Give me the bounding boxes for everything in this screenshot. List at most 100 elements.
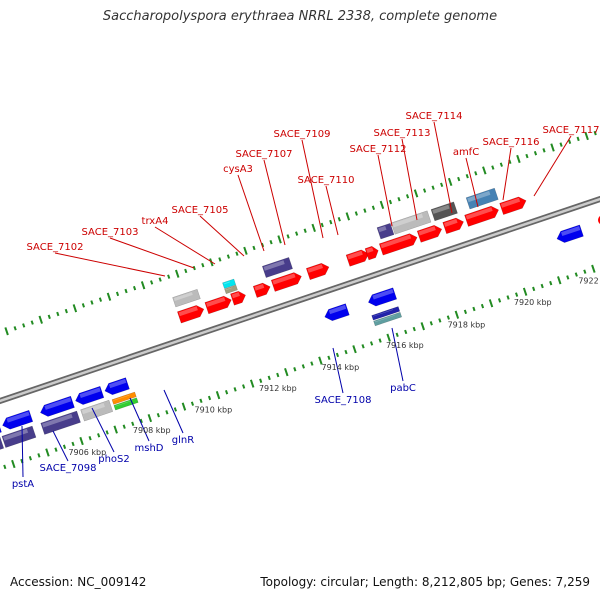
outer-ring-tick: [150, 280, 154, 285]
outer-ring-tick: [354, 211, 358, 216]
gene-label[interactable]: amfC: [453, 147, 479, 158]
outer-ring-tick: [47, 314, 51, 320]
reverse-gene: [556, 224, 584, 243]
pseudo-gene: [172, 288, 201, 308]
gene-label[interactable]: SACE_7116: [483, 137, 540, 148]
outer-ring-tick: [516, 154, 521, 164]
rna-gene: [0, 436, 5, 450]
outer-ring-tick: [568, 139, 572, 144]
gene-label[interactable]: SACE_7107: [236, 149, 293, 160]
reverse-gene-shape: [367, 287, 398, 307]
outer-ring-tick: [140, 281, 146, 290]
gene-label[interactable]: SACE_7112: [350, 144, 407, 155]
rna-gene-highlight: [41, 413, 73, 428]
rna-gene: [373, 311, 403, 327]
rna-gene-shape: [373, 311, 403, 327]
gene-label[interactable]: SACE_7108: [315, 395, 372, 406]
inner-ring-tick: [386, 333, 391, 342]
gene-label[interactable]: pstA: [12, 479, 34, 490]
gene-label[interactable]: SACE_7098: [40, 463, 97, 474]
forward-gene-shape: [364, 246, 379, 261]
forward-gene: [204, 295, 232, 315]
rna-gene: [40, 410, 81, 435]
forward-gene-highlight: [272, 273, 296, 285]
inner-ring-tick: [412, 326, 416, 332]
gene-label[interactable]: SACE_7117: [543, 125, 600, 136]
inner-ring-tick: [480, 303, 485, 309]
gene-label[interactable]: SACE_7110: [298, 175, 355, 186]
inner-ring-tick: [293, 367, 297, 372]
label-leader: [533, 135, 572, 197]
reverse-gene-shape: [324, 303, 350, 322]
label-leader: [52, 430, 69, 462]
gene-label[interactable]: SACE_7103: [82, 227, 139, 238]
inner-ring-tick: [249, 379, 255, 388]
accession-text: Accession: NC_009142: [10, 575, 147, 589]
inner-ring-tick: [276, 372, 280, 378]
rna-gene: [465, 187, 499, 210]
outer-ring-tick: [295, 231, 299, 236]
tick-label: 7922 kbp: [578, 276, 600, 285]
inner-ring-tick: [463, 309, 468, 315]
tick-label: 7920 kbp: [514, 298, 552, 307]
gene-label[interactable]: mshD: [135, 443, 164, 454]
rna-gene-shape: [113, 397, 139, 411]
gene-label[interactable]: SACE_7105: [172, 205, 229, 216]
outer-ring-tick: [22, 323, 26, 328]
gene-label[interactable]: glnR: [172, 435, 194, 446]
gene-label[interactable]: trxA4: [142, 216, 169, 227]
gene-label[interactable]: SACE_7113: [374, 128, 431, 139]
forward-gene: [345, 249, 370, 267]
pseudo-gene: [430, 201, 458, 222]
label-leader: [325, 185, 339, 236]
forward-gene-shape: [230, 290, 246, 306]
gene-label[interactable]: pabC: [390, 383, 416, 394]
label-leader: [502, 147, 512, 201]
label-leader: [391, 327, 404, 382]
gene-label[interactable]: cysA3: [223, 164, 253, 175]
gene-label[interactable]: SACE_7109: [274, 129, 331, 140]
outer-ring-tick: [337, 217, 341, 222]
inner-ring-tick: [122, 424, 126, 429]
inner-ring-tick: [181, 402, 187, 411]
rna-gene-highlight: [225, 287, 232, 291]
reverse-gene-highlight: [372, 288, 394, 300]
gene-label[interactable]: SACE_7102: [27, 242, 84, 253]
inner-ring-tick: [540, 283, 544, 289]
reverse-gene-shape: [104, 377, 130, 396]
gene-label[interactable]: SACE_7114: [406, 111, 463, 122]
forward-gene-highlight: [366, 247, 374, 254]
gene-label[interactable]: phoS2: [98, 454, 130, 465]
label-leader: [21, 425, 24, 478]
forward-gene-highlight: [500, 197, 521, 208]
reverse-gene: [2, 409, 34, 430]
outer-ring-tick: [106, 292, 112, 301]
outer-ring-tick: [226, 254, 230, 259]
outer-ring-tick: [550, 143, 555, 152]
rna-gene-shape: [261, 257, 293, 278]
forward-gene: [416, 225, 443, 243]
outer-ring-tick: [379, 200, 385, 210]
outer-ring-tick: [303, 228, 307, 233]
inner-ring-tick: [532, 286, 536, 292]
forward-gene-highlight: [418, 226, 436, 236]
outer-ring-tick: [192, 265, 196, 271]
forward-gene-shape: [464, 205, 499, 227]
outer-ring-tick: [311, 223, 316, 232]
forward-gene-highlight: [465, 207, 493, 220]
rna-gene: [376, 222, 395, 240]
forward-gene-highlight: [443, 218, 458, 227]
rna-gene-shape: [376, 222, 395, 240]
reverse-gene-shape: [2, 409, 34, 430]
reverse-gene: [40, 395, 75, 417]
outer-ring-tick: [4, 327, 9, 336]
inner-ring-tick: [352, 345, 357, 354]
inner-ring-tick: [131, 421, 135, 427]
label-leader: [377, 154, 393, 227]
reverse-gene: [75, 385, 105, 405]
inner-ring-tick: [497, 298, 502, 303]
rna-gene-highlight: [113, 394, 130, 401]
pseudo-gene: [390, 210, 432, 235]
reverse-gene: [104, 377, 130, 396]
